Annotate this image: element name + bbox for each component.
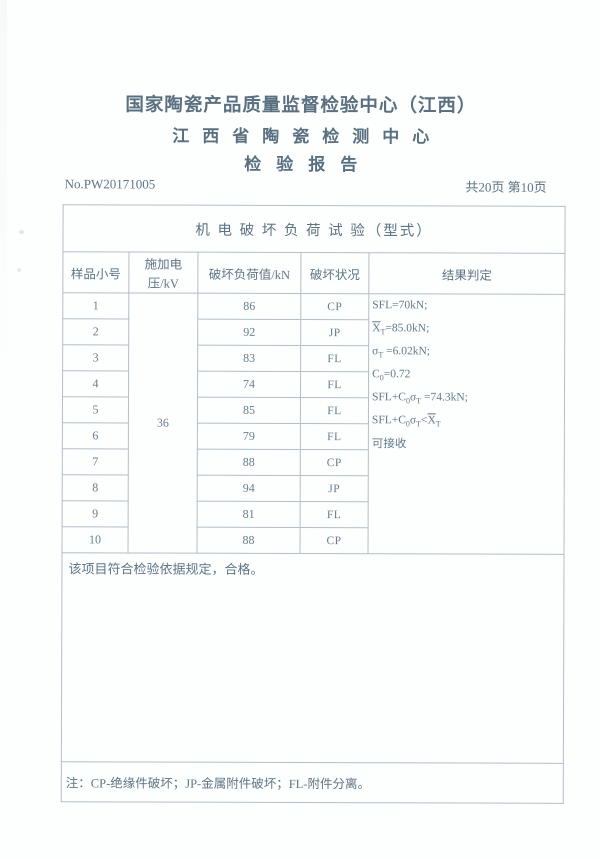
result-line: XT=85.0kN; — [372, 322, 430, 337]
org-name-line1: 国家陶瓷产品质量监督检验中心（江西） — [125, 93, 477, 116]
cell-load-value: 85 — [197, 397, 301, 424]
org-name-line2: 江西省陶瓷检测中心 — [172, 126, 443, 147]
col-header-applied-voltage: 施加电压/kV — [128, 251, 198, 294]
cell-failure-mode: JP — [300, 475, 369, 502]
result-line: SFL=70kN; — [372, 299, 428, 312]
report-number: No.PW20171005 — [64, 176, 156, 192]
cell-load-value: 94 — [197, 475, 301, 502]
cell-load-value: 83 — [197, 345, 301, 372]
cell-sample-no: 6 — [62, 422, 129, 449]
remark-row: 该项目符合检验依据规定，合格。 — [61, 552, 565, 764]
cell-sample-no: 10 — [62, 526, 129, 553]
result-line: SFL+C0σT<XT — [371, 414, 441, 429]
remark-cell: 该项目符合检验依据规定，合格。 — [61, 552, 565, 764]
col-header-failure-mode: 破坏状况 — [300, 252, 369, 294]
cell-failure-mode: CP — [300, 527, 369, 554]
result-line: C0=0.72 — [372, 368, 411, 383]
result-line: σT =6.02kN; — [372, 345, 431, 360]
col-header-failure-load: 破坏负荷值/kN — [197, 252, 301, 294]
result-line: SFL+C0σT =74.3kN; — [371, 391, 468, 406]
table-header-row: 样品小号 施加电压/kV 破坏负荷值/kN 破坏状况 结果判定 — [62, 251, 566, 295]
cell-sample-no: 7 — [62, 448, 129, 475]
cell-sample-no: 5 — [62, 396, 129, 423]
cell-sample-no: 1 — [62, 292, 129, 319]
cell-sample-no: 4 — [62, 370, 129, 397]
col-header-sample-no: 样品小号 — [62, 251, 129, 293]
note-cell: 注：CP-绝缘件破坏；JP-金属附件破坏；FL-附件分离。 — [61, 761, 564, 804]
cell-failure-mode: FL — [300, 501, 369, 528]
cell-result-judgement: SFL=70kN; XT=85.0kN; σT =6.02kN; C0=0.72 SFL… — [368, 293, 565, 555]
cell-failure-mode: FL — [300, 345, 369, 372]
cell-sample-no: 8 — [62, 474, 129, 501]
table-title: 机 电 破 坏 负 荷 试 验（型式） — [62, 204, 566, 254]
cell-failure-mode: CP — [300, 293, 369, 320]
test-results-table: 机 电 破 坏 负 荷 试 验（型式） 样品小号 施加电压/kV 破坏负荷值/k… — [61, 204, 566, 804]
cell-failure-mode: FL — [300, 371, 369, 398]
col-header-result-judgement: 结果判定 — [368, 252, 566, 295]
page-count-indicator: 共20页 第10页 — [465, 179, 547, 195]
result-line: 可接收 — [371, 437, 407, 450]
document-title: 检验报告 — [244, 154, 373, 175]
cell-load-value: 86 — [197, 293, 301, 320]
table-body: 机 电 破 坏 负 荷 试 验（型式） 样品小号 施加电压/kV 破坏负荷值/k… — [61, 204, 566, 804]
cell-load-value: 74 — [197, 371, 301, 398]
cell-load-value: 92 — [197, 319, 301, 346]
cell-sample-no: 3 — [62, 344, 129, 371]
table-title-row: 机 电 破 坏 负 荷 试 验（型式） — [62, 204, 566, 254]
cell-failure-mode: JP — [300, 319, 369, 346]
cell-applied-voltage: 36 — [128, 292, 198, 554]
cell-failure-mode: CP — [300, 449, 369, 476]
scan-edge-artifact — [0, 0, 7, 370]
cell-sample-no: 2 — [62, 318, 129, 345]
cell-load-value: 79 — [197, 423, 301, 450]
cell-failure-mode: FL — [300, 423, 369, 450]
cell-load-value: 88 — [197, 527, 301, 554]
note-row: 注：CP-绝缘件破坏；JP-金属附件破坏；FL-附件分离。 — [61, 761, 564, 804]
cell-failure-mode: FL — [300, 397, 369, 424]
table-row: 1 36 86 CP SFL=70kN; XT=85.0kN; σT =6.02kN; C0=… — [62, 292, 565, 555]
scan-speck — [19, 230, 24, 234]
cell-sample-no: 9 — [62, 500, 129, 527]
cell-load-value: 81 — [197, 501, 301, 528]
cell-load-value: 88 — [197, 449, 301, 476]
scan-speck — [17, 268, 21, 272]
